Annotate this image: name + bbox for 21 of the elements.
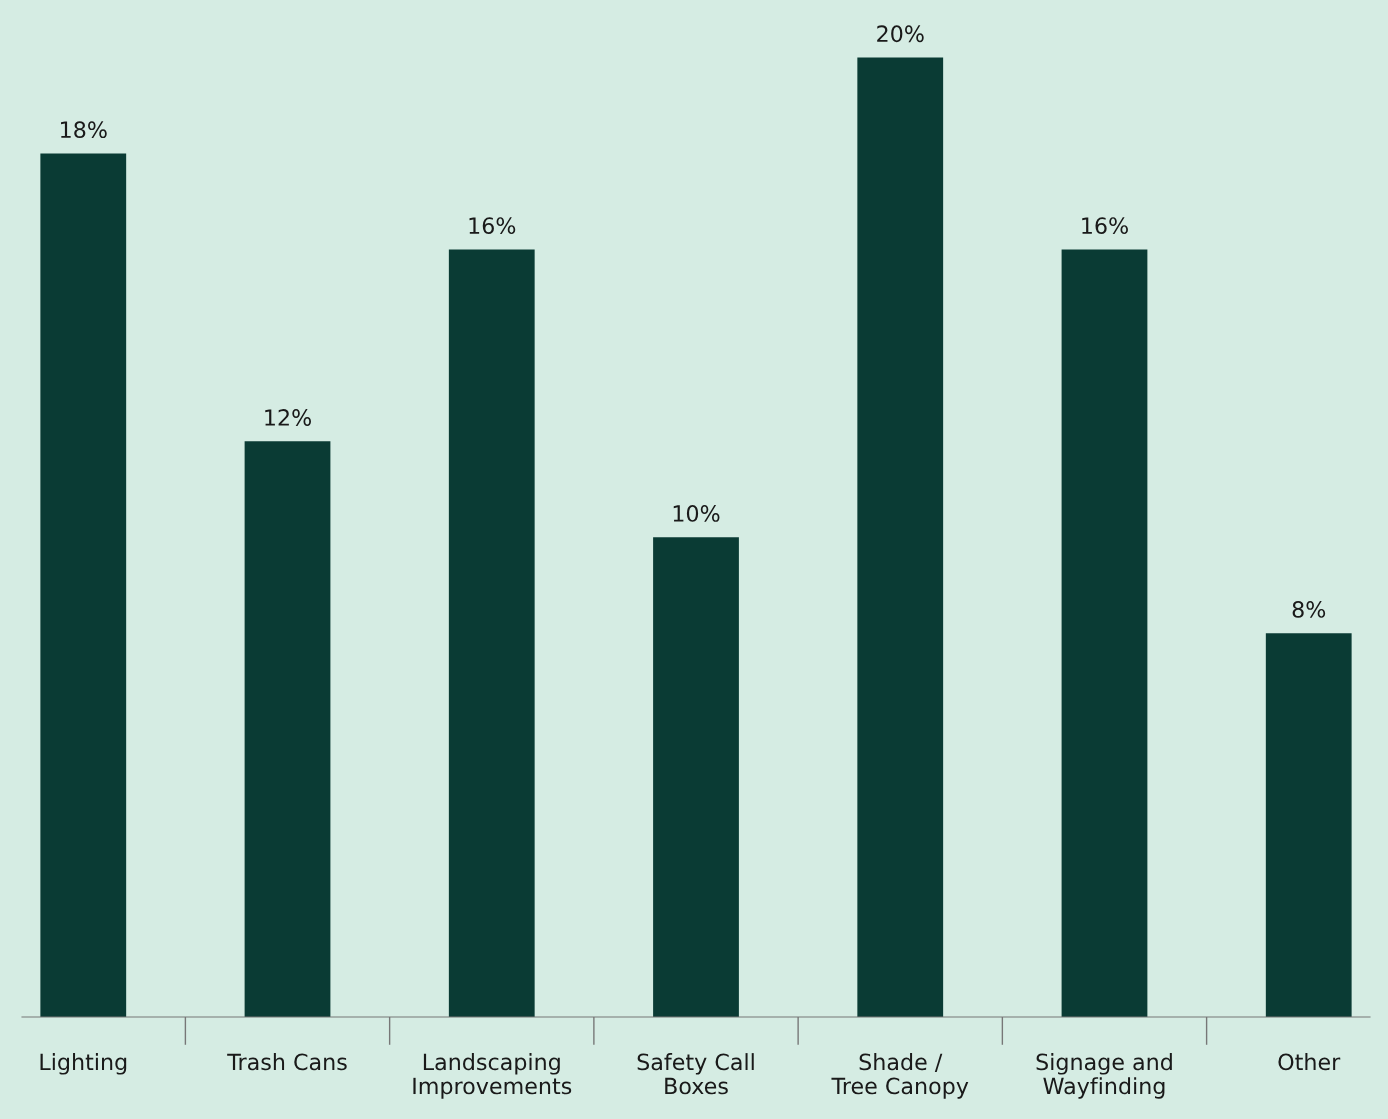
x-tick-label: Trash Cans [227,1053,347,1071]
x-tick-label: Lighting [40,1053,127,1075]
data-label: 18% [61,121,107,139]
data-label: 16% [1082,217,1128,235]
bar [857,57,944,1017]
data-label: 16% [469,217,516,235]
data-label: 8% [1292,601,1326,618]
bar [40,153,127,1017]
x-tick-label: Landscaping Improvements [413,1053,572,1099]
x-tick-label: Safety Call Boxes [637,1053,754,1095]
data-label: 20% [877,25,924,43]
x-tick-label: Other [1278,1053,1341,1071]
bar [1265,633,1352,1017]
bar [244,441,331,1017]
bar [448,249,535,1017]
data-label: 10% [673,505,720,522]
data-label: 12% [265,409,311,426]
bar [653,537,739,1017]
x-tick-label: Signage and Wayfinding [1036,1053,1172,1099]
x-tick-label: Shade / Tree Canopy [831,1053,969,1099]
bar [1061,249,1148,1017]
